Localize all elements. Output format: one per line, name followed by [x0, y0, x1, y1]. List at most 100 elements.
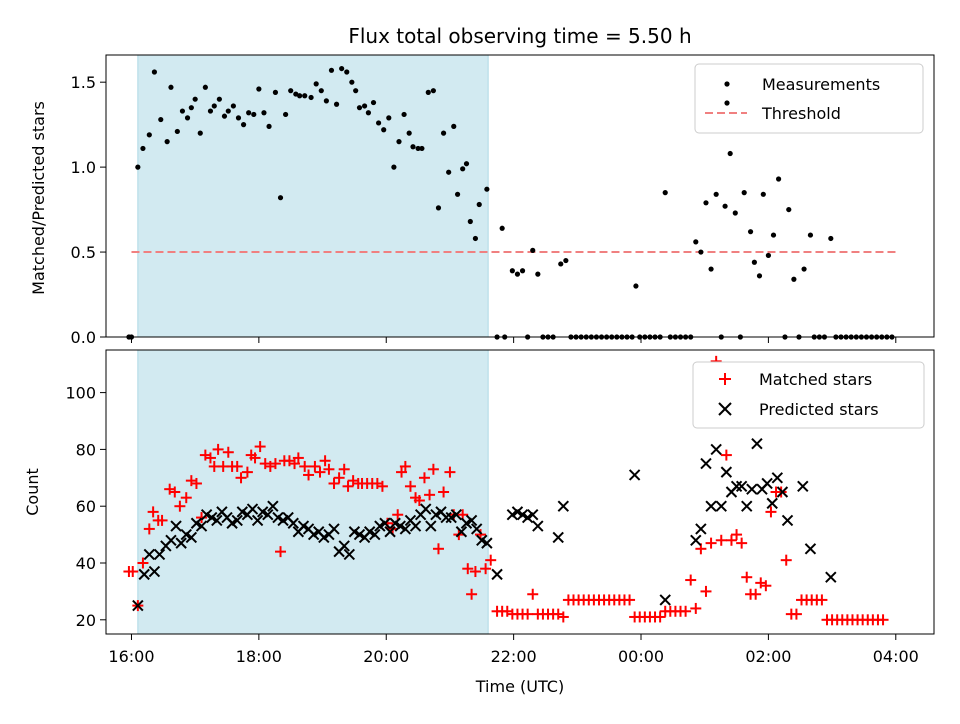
matched-star-point [147, 506, 159, 518]
measurement-point [151, 69, 158, 75]
measurement-points [126, 65, 895, 340]
matched-star-point [376, 480, 388, 492]
measurement-point [202, 84, 208, 90]
matched-star-point [169, 486, 181, 498]
measurement-point [801, 266, 807, 272]
matched-star-point [418, 472, 430, 484]
x-tick-label: 04:00 [873, 647, 919, 666]
bottom-legend-box [692, 361, 925, 429]
matched-star-point [137, 557, 149, 569]
measurement-point [472, 235, 479, 242]
measurement-point [401, 111, 407, 118]
predicted-star-point [715, 500, 727, 512]
measurement-point [703, 200, 709, 206]
predicted-star-point [132, 599, 144, 612]
matched-star-point [249, 452, 261, 464]
legend-label-predicted: Predicted stars [759, 400, 879, 419]
predicted-star-point [267, 500, 279, 512]
measurement-point [158, 116, 164, 123]
matched-star-point [174, 500, 186, 512]
measurement-point [288, 88, 294, 94]
measurement-point [662, 190, 668, 196]
measurement-point [339, 65, 345, 72]
legend-matched-marker [719, 373, 731, 385]
matched-star-point [522, 608, 534, 620]
measurement-point [732, 210, 738, 216]
measurement-point [240, 122, 247, 128]
predicted-star-point [450, 509, 463, 521]
matched-star-point [180, 492, 192, 504]
measurement-point [451, 123, 457, 129]
predicted-star-point [211, 514, 223, 527]
measurement-point [386, 115, 392, 121]
measurement-point [751, 259, 757, 265]
predicted-star-point [379, 517, 391, 529]
matched-star-point [731, 529, 743, 541]
matched-star-point [212, 443, 224, 455]
measurement-point [499, 225, 505, 231]
bottom-y-axis-label: Count [23, 468, 42, 516]
matched-star-point [480, 563, 492, 575]
predicted-star-point [695, 523, 707, 535]
y-tick-label: 60 [76, 497, 96, 516]
measurement-point [192, 96, 198, 102]
matched-star-point [654, 611, 666, 623]
predicted-star-point [338, 540, 350, 552]
matched-star-point [485, 554, 497, 566]
measurement-point [302, 93, 308, 99]
measurement-point [633, 283, 639, 289]
x-tick-label: 18:00 [236, 647, 282, 666]
predicted-star-point [761, 477, 773, 490]
predicted-star-point [369, 528, 381, 541]
predicted-star-point [804, 543, 817, 555]
matched-star-point [143, 523, 155, 535]
predicted-star-point [720, 466, 733, 478]
predicted-star-point [409, 520, 422, 532]
predicted-star-point [153, 548, 166, 561]
top-legend: Measurements Threshold [694, 63, 924, 134]
matched-star-point [314, 466, 326, 478]
matched-star-point [552, 608, 564, 620]
matched-star-point [424, 489, 436, 501]
measurement-point [519, 268, 526, 274]
matched-star-point [750, 588, 762, 600]
top-legend-box [694, 63, 924, 134]
measurement-point [256, 86, 262, 92]
predicted-star-point [251, 514, 264, 527]
legend-label-matched: Matched stars [759, 370, 872, 389]
measurement-point [277, 195, 284, 201]
matched-star-point [289, 458, 301, 470]
measurement-point [376, 120, 382, 126]
y-tick-label: 0.5 [71, 243, 96, 262]
top-panel: 0.0 0.5 1.0 1.5 Matched/Predicted stars Mea… [29, 54, 935, 347]
measurement-point [391, 164, 397, 170]
matched-star-point [190, 477, 202, 489]
measurement-point [261, 110, 267, 116]
legend-measurement-marker [724, 81, 730, 87]
measurement-point [463, 161, 470, 167]
matched-star-point [466, 588, 478, 600]
measurement-point [333, 101, 340, 107]
legend-predicted-marker [718, 402, 732, 416]
predicted-star-point [710, 443, 722, 456]
predicted-star-markers [132, 438, 837, 612]
matched-star-point [413, 495, 425, 507]
measurement-point [760, 191, 766, 197]
matched-star-point [790, 608, 802, 620]
predicted-star-point [440, 511, 452, 524]
matched-star-point [309, 460, 321, 472]
measurement-point [415, 145, 421, 152]
top-y-axis-label: Matched/Predicted stars [29, 101, 48, 295]
measurement-point [713, 191, 719, 197]
predicted-star-point [420, 503, 432, 515]
measurement-point [698, 249, 704, 255]
measurement-point [140, 145, 146, 152]
matched-star-point [319, 455, 331, 467]
measurement-point [430, 88, 436, 94]
matched-star-point [462, 563, 474, 575]
measurement-point [370, 99, 377, 106]
matched-star-point [235, 472, 247, 484]
predicted-star-point [165, 534, 177, 546]
matched-star-point [444, 466, 456, 478]
